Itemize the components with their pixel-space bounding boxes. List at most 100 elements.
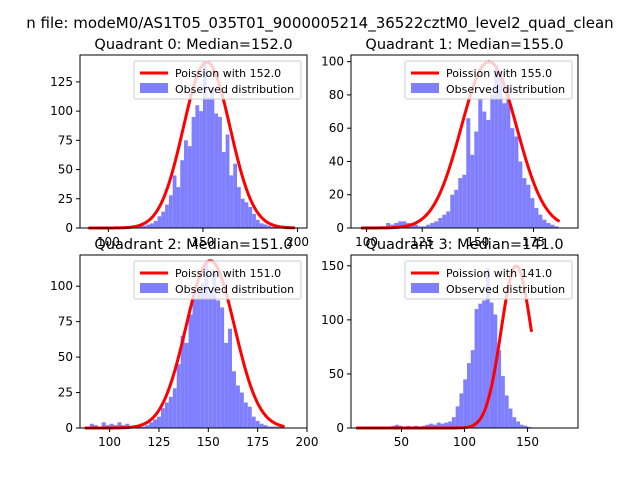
histogram-bar [153, 419, 157, 428]
histogram-bar [489, 302, 494, 428]
legend-hist-swatch [411, 283, 439, 293]
histogram-bar [146, 224, 150, 228]
y-tick-label: 0 [336, 221, 344, 235]
histogram-bar [430, 223, 435, 228]
histogram-bar [192, 297, 197, 428]
histogram-bar [267, 225, 272, 228]
histogram-bar [184, 342, 189, 428]
figure-suptitle: n file: modeM0/AS1T05_035T01_9000005214_… [26, 14, 613, 33]
histogram-bar [470, 154, 475, 228]
poisson-fit-curve [360, 60, 560, 230]
subplot-title: Quadrant 3: Median=141.0 [365, 237, 563, 253]
histogram-bar [498, 74, 503, 228]
histogram-bar [204, 260, 209, 428]
histogram-bar [164, 402, 169, 428]
x-tick-label: 100 [355, 235, 378, 249]
y-tick-label: 125 [50, 75, 73, 89]
histogram-bar [89, 423, 94, 428]
x-tick-label: 200 [286, 235, 309, 249]
histogram-bar [208, 293, 213, 428]
axes-frame [79, 54, 308, 229]
histogram-bar [442, 214, 447, 228]
histogram-bar [522, 178, 527, 228]
histogram-bar [239, 392, 244, 428]
histogram-bar [486, 119, 491, 228]
y-tick-label: 75 [58, 315, 73, 329]
histogram-bar [221, 152, 226, 228]
histogram-bar [149, 422, 154, 428]
histogram-bar [153, 220, 158, 228]
histogram-bar [386, 223, 391, 228]
histogram-bar [510, 128, 515, 228]
histogram-bar [485, 267, 490, 428]
x-tick-label: 150 [466, 235, 489, 249]
histogram-bar [414, 224, 419, 228]
histogram-bar [516, 421, 520, 428]
histogram-bar [156, 416, 161, 428]
legend-hist-label: Observed distribution [446, 283, 565, 296]
histogram-bar [176, 187, 181, 228]
y-tick-label: 25 [58, 386, 73, 400]
histogram-bar [247, 406, 252, 428]
histogram-bar [527, 426, 532, 428]
histogram-bar [229, 175, 234, 228]
histogram-bar [271, 426, 276, 428]
histogram-bar [438, 218, 443, 228]
histogram-bar [444, 422, 449, 428]
histogram-bar [448, 421, 452, 428]
histogram-bar [263, 224, 268, 228]
histogram-bar [418, 226, 423, 228]
histogram-bar [244, 202, 249, 228]
histogram-bar [195, 105, 200, 228]
x-tick-label: 150 [516, 435, 539, 449]
legend-hist-swatch [411, 83, 439, 93]
y-tick-label: 50 [329, 367, 344, 381]
y-tick-label: 100 [321, 313, 344, 327]
histogram-bar [267, 426, 272, 428]
y-tick-label: 20 [329, 188, 344, 202]
x-tick-label: 50 [394, 435, 409, 449]
subplot-title: Quadrant 0: Median=152.0 [94, 37, 292, 53]
histogram-bar [478, 303, 483, 428]
histogram-bar [518, 161, 523, 228]
histogram-bar [180, 160, 185, 228]
histogram-bar [279, 426, 284, 428]
histogram-bar [455, 406, 460, 428]
x-tick-label: 175 [522, 235, 545, 249]
legend-fit-label: Poission with 152.0 [175, 67, 281, 80]
histogram-bar [546, 223, 551, 228]
histogram-bar [228, 328, 232, 428]
histogram-bar [454, 189, 459, 228]
histogram-bar [214, 113, 219, 228]
subplot-quadrant-0: 100 150 200 0 25 50 75 100 125 Poission with 152.… [50, 37, 309, 249]
histogram-bar [451, 417, 456, 428]
histogram-bar [109, 423, 114, 428]
legend-hist-swatch [140, 83, 168, 93]
legend-hist-swatch [140, 283, 168, 293]
legend-box [404, 60, 573, 100]
y-tick-label: 150 [321, 259, 344, 273]
histogram-bar [514, 136, 519, 228]
histogram-bar [394, 223, 399, 228]
histogram-bar [478, 98, 483, 228]
histogram-bar [470, 350, 475, 428]
histogram-bar [398, 221, 403, 228]
histogram-bar [233, 163, 238, 228]
histogram-bar [410, 224, 415, 228]
histogram-bar [149, 223, 154, 228]
y-tick-label: 0 [65, 221, 73, 235]
histogram-bar [187, 146, 192, 228]
histogram-bar [172, 175, 177, 228]
histogram-bar [523, 425, 528, 428]
histogram-bars [89, 62, 294, 228]
histogram-bar [231, 371, 236, 428]
subplot-quadrant-3: 50 100 150 0 50 100 150 Poission with 141.0 Obse… [321, 237, 579, 449]
histogram-bar [218, 116, 222, 228]
histogram-bar [196, 293, 201, 428]
legend: Poission with 141.0 Observed distribution [404, 260, 573, 300]
histogram-bar [429, 423, 433, 428]
histogram-bar [237, 187, 241, 228]
histogram-bar [240, 198, 245, 228]
x-tick-label: 125 [148, 435, 171, 449]
histogram-bar [117, 422, 122, 428]
